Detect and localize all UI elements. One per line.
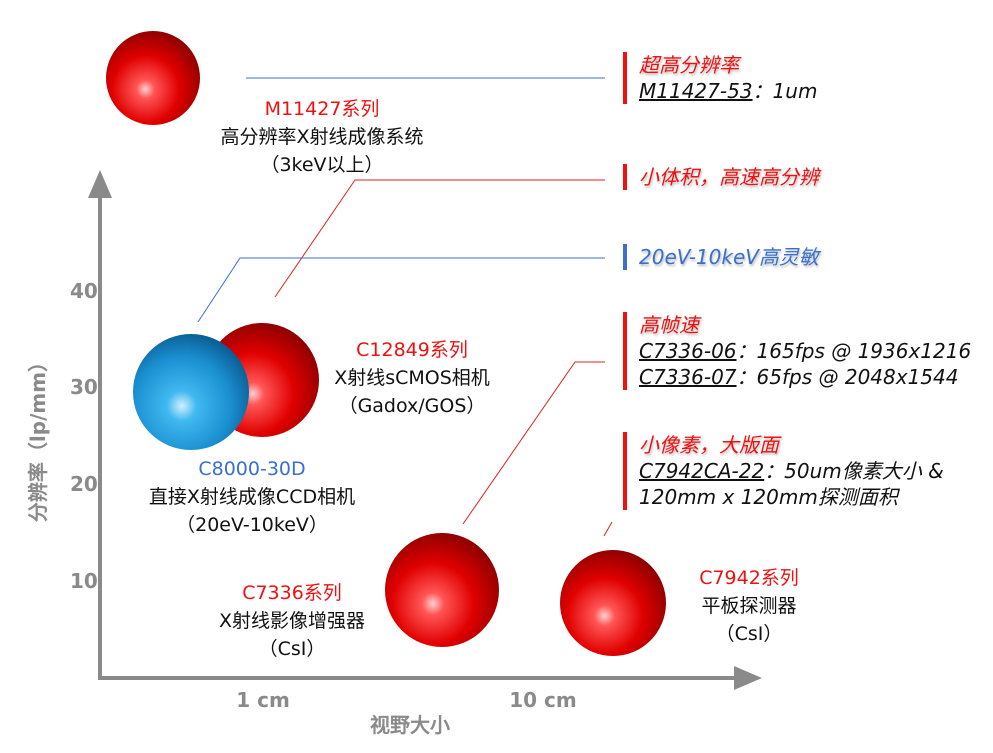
- note-line: C7336-06：165fps @ 1936x1216: [639, 339, 972, 363]
- y-tick-20: 20: [70, 472, 98, 496]
- product-sub: （CsI）: [258, 638, 326, 660]
- product-sub: （CsI）: [715, 623, 783, 645]
- x-axis: [98, 666, 762, 690]
- note-high-frame-rate: 高帧速 C7336-06：165fps @ 1936x1216 C7336-07…: [623, 312, 971, 390]
- y-axis-title: 分辨率（lp/mm）: [26, 351, 50, 523]
- x-axis-title: 视野大小: [370, 713, 450, 737]
- x-axis-arrow-icon: [734, 666, 762, 690]
- product-sub: （Gadox/GOS）: [338, 395, 486, 417]
- note-line: M11427-53：1um: [639, 79, 818, 103]
- note-heading: 超高分辨率: [639, 53, 739, 77]
- sphere-m11427: [106, 31, 200, 125]
- x-tick-1cm: 1 cm: [236, 688, 290, 712]
- product-name: M11427系列: [264, 98, 380, 120]
- product-desc: 平板探测器: [701, 595, 797, 617]
- note-high-sensitivity: 20eV-10keV高灵敏: [623, 244, 819, 270]
- note-heading: 小像素，大版面: [639, 433, 779, 457]
- product-desc: 直接X射线成像CCD相机: [148, 486, 356, 508]
- y-tick-40: 40: [70, 279, 98, 303]
- product-desc: X射线sCMOS相机: [334, 367, 490, 389]
- product-sub: （20eV-10keV）: [176, 514, 328, 536]
- note-ultra-high-resolution: 超高分辨率 M11427-53：1um: [623, 52, 817, 104]
- leader-lines: [197, 77, 613, 537]
- note-heading: 20eV-10keV高灵敏: [639, 245, 819, 269]
- sphere-c8000: [133, 334, 249, 450]
- note-heading: 小体积，高速高分辨: [639, 165, 819, 189]
- product-sub: （3keV以上）: [260, 154, 384, 176]
- note-small-pixel-large-area: 小像素，大版面 C7942CA-22：50um像素大小 & 120mm x 12…: [623, 432, 944, 510]
- y-axis: [88, 170, 112, 680]
- product-name: C7336系列: [242, 582, 342, 604]
- note-line: 120mm x 120mm探测面积: [639, 485, 898, 509]
- product-name: C12849系列: [356, 339, 468, 361]
- y-tick-30: 30: [70, 375, 98, 399]
- product-name: C8000-30D: [198, 458, 306, 480]
- product-desc: 高分辨率X射线成像系统: [220, 126, 424, 148]
- note-line: C7336-07：65fps @ 2048x1544: [639, 365, 959, 389]
- x-tick-10cm: 10 cm: [509, 688, 577, 712]
- sphere-c7336: [385, 533, 499, 647]
- note-line: C7942CA-22：50um像素大小 &: [639, 459, 944, 483]
- note-heading: 高帧速: [639, 313, 699, 337]
- y-tick-10: 10: [70, 569, 98, 593]
- note-compact-high-speed: 小体积，高速高分辨: [623, 164, 819, 190]
- product-desc: X射线影像增强器: [218, 610, 366, 632]
- sphere-c7942: [560, 550, 666, 656]
- product-name: C7942系列: [699, 567, 799, 589]
- y-axis-arrow-icon: [88, 170, 112, 198]
